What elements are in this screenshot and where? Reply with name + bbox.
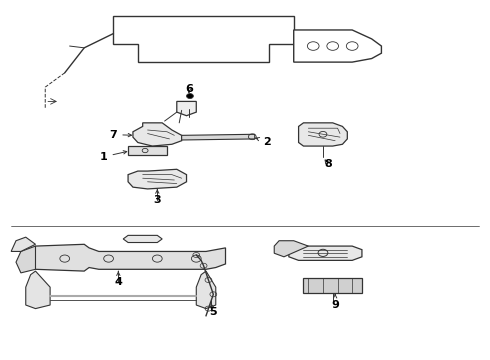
Text: 6: 6 [185,84,193,94]
Text: 8: 8 [324,159,332,169]
Polygon shape [274,241,308,257]
Polygon shape [114,16,294,62]
Text: 1: 1 [100,151,127,162]
Polygon shape [128,169,187,189]
Text: 3: 3 [153,189,161,204]
Polygon shape [294,30,381,62]
Text: 7: 7 [110,130,131,140]
Polygon shape [26,271,50,309]
Polygon shape [298,123,347,146]
Polygon shape [133,123,182,146]
Polygon shape [196,271,216,309]
Polygon shape [303,278,362,293]
Polygon shape [16,246,35,273]
Polygon shape [289,246,362,260]
Polygon shape [123,235,162,243]
Circle shape [187,94,194,99]
Polygon shape [30,244,225,271]
Text: 2: 2 [256,137,271,147]
Polygon shape [128,146,167,155]
Polygon shape [177,102,196,116]
Polygon shape [182,134,255,140]
Polygon shape [11,237,35,251]
Text: 4: 4 [114,271,122,287]
Text: 5: 5 [210,304,217,317]
Text: 9: 9 [331,294,339,310]
